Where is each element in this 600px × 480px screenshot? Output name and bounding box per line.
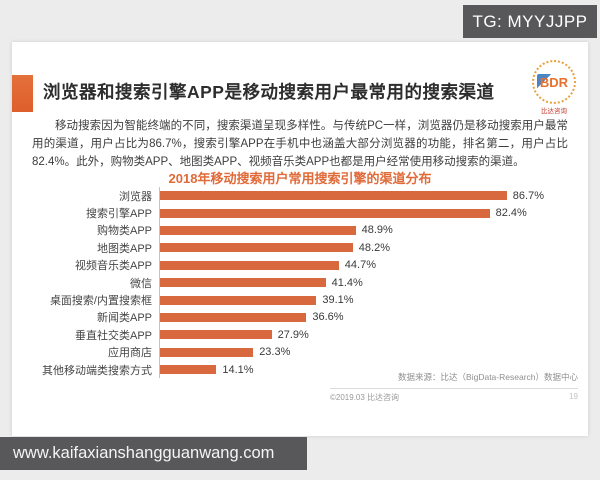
chart-plot-area: 27.9%: [159, 326, 580, 344]
copyright: ©2019.03 比达咨询: [330, 393, 400, 402]
chart-category-label: 应用商店: [108, 347, 152, 360]
chart-row: 桌面搜索/内置搜索框 39.1%: [22, 291, 580, 309]
chart-category-label: 新闻类APP: [96, 312, 152, 325]
chart-row: 视频音乐类APP 44.7%: [22, 256, 580, 274]
chart-plot-area: 86.7%: [159, 187, 580, 205]
chart-value-label: 82.4%: [495, 207, 527, 220]
bdr-logo-caption: 比达咨询: [541, 108, 567, 115]
chart-row: 购物类APP 48.9%: [22, 221, 580, 240]
chart-value-label: 48.2%: [358, 241, 390, 254]
telegram-contact-badge: TG: MYYJJPP: [463, 5, 597, 38]
watermark-url-bar: www.kaifaxianshangguanwang.com: [0, 437, 307, 470]
chart-plot-area: 82.4%: [159, 204, 580, 222]
chart-bar: [160, 191, 507, 201]
chart-title: 2018年移动搜索用户常用搜索引擎的渠道分布: [168, 171, 432, 186]
chart-value-label: 27.9%: [277, 328, 309, 341]
bar-chart: 浏览器 86.7% 搜索引擎APP 82.4% 购物类APP 48.9% 地图类APP 48.…: [22, 187, 580, 379]
chart-bar: [160, 260, 339, 270]
slide-card: 浏览器和搜索引擎APP是移动搜索用户最常用的搜索渠道 BDR 比达咨询 移动搜索…: [12, 42, 588, 436]
chart-category-label: 其他移动端类搜索方式: [42, 364, 152, 377]
chart-bar: [160, 278, 326, 288]
chart-category-label: 地图类APP: [96, 242, 152, 255]
chart-category-label: 桌面搜索/内置搜索框: [49, 295, 152, 308]
chart-bar: [160, 243, 353, 253]
chart-value-label: 36.6%: [312, 311, 344, 324]
chart-plot-area: 48.2%: [159, 239, 580, 257]
chart-category-label: 微信: [130, 277, 152, 290]
chart-value-label: 41.4%: [331, 276, 363, 289]
slide-title: 浏览器和搜索引擎APP是移动搜索用户最常用的搜索渠道: [43, 82, 495, 102]
chart-value-label: 23.3%: [259, 346, 291, 359]
intro-paragraph: 移动搜索因为智能终端的不同，搜索渠道呈现多样性。与传统PC一样，浏览器仍是移动搜…: [32, 120, 568, 168]
chart-row: 垂直社交类APP 27.9%: [22, 326, 580, 344]
chart-row: 其他移动端类搜索方式 14.1%: [22, 360, 580, 379]
chart-plot-area: 23.3%: [159, 343, 580, 361]
chart-bar: [160, 365, 217, 375]
chart-value-label: 39.1%: [322, 294, 354, 307]
chart-bar: [160, 312, 307, 322]
bdr-logo: BDR 比达咨询: [528, 60, 580, 115]
chart-bar: [160, 330, 272, 340]
chart-category-label: 浏览器: [119, 190, 152, 203]
data-source: 数据来源：比达（BigData-Research）数据中心: [330, 371, 578, 389]
page-number: 19: [569, 392, 578, 401]
chart-plot-area: 41.4%: [159, 273, 580, 292]
chart-plot-area: 48.9%: [159, 221, 580, 240]
chart-plot-area: 14.1%: [159, 360, 580, 379]
bdr-logo-text: BDR: [536, 73, 572, 91]
title-accent-block: [12, 75, 33, 112]
chart-plot-area: 39.1%: [159, 291, 580, 309]
chart-category-label: 购物类APP: [96, 225, 152, 238]
chart-row: 搜索引擎APP 82.4%: [22, 204, 580, 222]
chart-bar: [160, 347, 254, 357]
chart-row: 地图类APP 48.2%: [22, 239, 580, 257]
chart-row: 微信 41.4%: [22, 273, 580, 292]
chart-category-label: 视频音乐类APP: [74, 260, 152, 273]
chart-category-label: 搜索引擎APP: [85, 208, 152, 221]
chart-plot-area: 44.7%: [159, 256, 580, 274]
chart-plot-area: 36.6%: [159, 308, 580, 327]
chart-row: 浏览器 86.7%: [22, 187, 580, 205]
bdr-logo-icon: BDR: [532, 60, 576, 104]
chart-bar: [160, 225, 356, 235]
chart-bar: [160, 295, 317, 305]
chart-value-label: 86.7%: [512, 189, 544, 202]
chart-row: 新闻类APP 36.6%: [22, 308, 580, 327]
chart-value-label: 48.9%: [361, 224, 393, 237]
chart-bar: [160, 208, 490, 218]
chart-value-label: 14.1%: [222, 363, 254, 376]
chart-row: 应用商店 23.3%: [22, 343, 580, 361]
chart-value-label: 44.7%: [344, 259, 376, 272]
chart-category-label: 垂直社交类APP: [74, 329, 152, 342]
chart-footer: 数据来源：比达（BigData-Research）数据中心 ©2019.03 比…: [330, 371, 578, 403]
